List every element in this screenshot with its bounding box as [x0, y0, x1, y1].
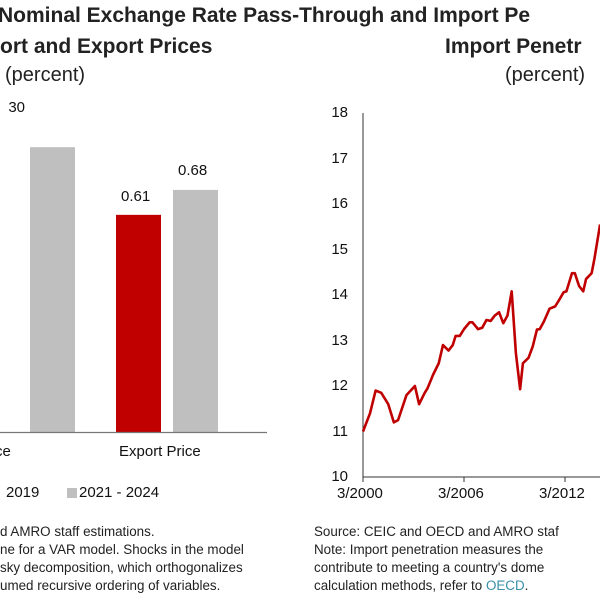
legend-swatch-2021-2024 [67, 488, 77, 498]
x-tick-label: 3/2012 [539, 485, 585, 502]
note-line: sky decomposition, which orthogonalizes [0, 560, 243, 575]
data-label-export-2019: 0.61 [121, 188, 151, 205]
y-tick-label: 15 [331, 240, 348, 258]
data-label-import-2021-2024: 30 [8, 99, 25, 116]
note-line: d AMRO staff estimations. [0, 524, 155, 539]
right-unit-label: (percent) [505, 64, 586, 86]
left-notes: d AMRO staff estimations. ne for a VAR m… [0, 523, 244, 595]
x-tick-label: 3/2000 [337, 485, 383, 502]
note-line: contribute to meeting a country's dome [314, 560, 545, 575]
note-line: ne for a VAR model. Shocks in the model [0, 542, 244, 557]
bar [30, 147, 75, 432]
note-line: Note: Import penetration measures the [314, 542, 544, 557]
y-tick-label: 17 [331, 149, 348, 167]
chart-title: Nominal Exchange Rate Pass-Through and I… [0, 4, 531, 27]
x-category-label-import: ce [0, 443, 11, 460]
note-line: umed recursive ordering of variables. [0, 578, 221, 593]
right-notes: Source: CEIC and OECD and AMRO staf Note… [314, 523, 559, 595]
y-tick-label: 10 [331, 468, 348, 485]
bar [173, 189, 218, 432]
legend-label-2019: 2019 [6, 484, 40, 501]
y-tick-label: 11 [332, 422, 348, 440]
y-tick-label: 13 [331, 331, 348, 349]
x-category-label-export: Export Price [119, 443, 201, 460]
note-line: calculation methods, refer to OECD. [314, 577, 559, 595]
bar [116, 214, 161, 432]
right-chart-title: Import Penetr [445, 35, 582, 58]
y-tick-label: 12 [331, 377, 348, 394]
x-tick-label: 3/2006 [438, 485, 484, 502]
y-tick-label: 18 [331, 104, 348, 121]
note-text: calculation methods, refer to [314, 578, 486, 593]
y-tick-label: 14 [331, 286, 348, 303]
import-penetration-line [361, 224, 600, 432]
oecd-link[interactable]: OECD [485, 578, 525, 593]
left-chart-title: ort and Export Prices [0, 35, 213, 58]
left-unit-label: (percent) [5, 64, 86, 86]
source-line: Source: CEIC and OECD and AMRO staf [314, 524, 559, 539]
data-label-export-2021-2024: 0.68 [178, 162, 208, 179]
note-text: . [524, 578, 529, 593]
y-tick-label: 16 [331, 195, 348, 212]
legend-label-2021-2024: 2021 - 2024 [79, 484, 160, 501]
